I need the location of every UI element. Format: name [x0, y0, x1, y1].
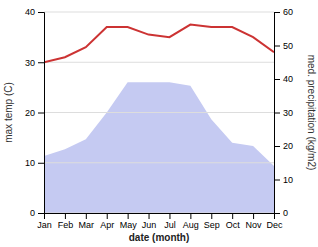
- tick-mark: [274, 79, 280, 80]
- x-axis-title: date (month): [129, 232, 190, 243]
- tick: 20: [25, 108, 44, 118]
- tick: Jun: [142, 213, 157, 230]
- tick: May: [120, 213, 138, 230]
- tick: 30: [274, 108, 293, 118]
- area: [44, 82, 274, 213]
- tick: 10: [25, 158, 44, 168]
- grid: [44, 12, 274, 213]
- tick-mark: [107, 213, 108, 219]
- tick-mark: [274, 12, 280, 13]
- tick: 0: [30, 208, 44, 218]
- axis-line: [38, 13, 45, 214]
- tick-label: Apr: [100, 220, 114, 230]
- tick: 30: [25, 58, 44, 68]
- tick-label: Jun: [142, 220, 157, 230]
- plot: JanFebMarAprMayJunJulAugSepOctNovDec0102…: [25, 7, 293, 230]
- tick: Nov: [246, 213, 263, 230]
- tick-mark: [253, 213, 254, 219]
- tick-mark: [190, 213, 191, 219]
- line: [44, 25, 274, 63]
- tick-mark: [38, 62, 44, 63]
- tick: Jan: [37, 213, 52, 230]
- tick-label: 10: [283, 175, 293, 185]
- tick-mark: [274, 113, 280, 114]
- tick-label: Nov: [246, 220, 263, 230]
- tick: Dec: [266, 213, 283, 230]
- tick: Jul: [164, 213, 176, 230]
- tick-label: May: [120, 220, 138, 230]
- tick: 50: [274, 41, 293, 51]
- grid-line: [44, 62, 274, 63]
- tick-label: 60: [283, 7, 293, 17]
- tick: 40: [25, 7, 44, 17]
- y-axis: 0 10 20 30 40: [25, 7, 45, 218]
- tick-label: Dec: [266, 220, 283, 230]
- tick-label: 10: [25, 158, 35, 168]
- tick-mark: [149, 213, 150, 219]
- tick: Mar: [79, 213, 95, 230]
- tick-mark: [38, 163, 44, 164]
- tick-mark: [38, 113, 44, 114]
- tick-label: Feb: [58, 220, 74, 230]
- tick-label: Sep: [204, 220, 220, 230]
- tick-label: Mar: [79, 220, 95, 230]
- tick-label: Jul: [164, 220, 176, 230]
- tick-mark: [274, 146, 280, 147]
- axis-line: [45, 214, 275, 220]
- grid-line: [44, 12, 274, 13]
- axis-line: [275, 13, 281, 214]
- tick-label: 0: [30, 208, 35, 218]
- x-axis: Jan Feb Mar Apr May Jun Jul Aug Sep Oct NovDec: [37, 213, 283, 230]
- chart: JanFebMarAprMayJunJulAugSepOctNovDec0102…: [0, 0, 318, 247]
- tick: 60: [274, 7, 293, 17]
- tick-label: 30: [25, 58, 35, 68]
- tick: 40: [274, 74, 293, 84]
- tick: 0: [274, 208, 288, 218]
- grid-line: [44, 162, 274, 163]
- y-axis-title: max temp (C): [3, 82, 14, 143]
- y2-axis: 0 10 20 30 40 50 60: [274, 7, 293, 218]
- tick-mark: [38, 213, 44, 214]
- tick: 10: [274, 175, 293, 185]
- tick-mark: [274, 180, 280, 181]
- tick: Sep: [204, 213, 220, 230]
- tick-mark: [274, 46, 280, 47]
- tick-label: 50: [283, 41, 293, 51]
- grid-line: [44, 112, 274, 113]
- tick-label: 40: [283, 74, 293, 84]
- tick-mark: [65, 213, 66, 219]
- tick-label: 40: [25, 7, 35, 17]
- tick-mark: [128, 213, 129, 219]
- line-layer: [44, 25, 274, 63]
- tick: 20: [274, 141, 293, 151]
- tick: Aug: [183, 213, 199, 230]
- tick: Feb: [58, 213, 74, 230]
- area-layer: [44, 82, 274, 213]
- tick-label: Jan: [37, 220, 52, 230]
- tick-label: 0: [283, 208, 288, 218]
- tick-label: Oct: [226, 220, 241, 230]
- tick-mark: [274, 213, 280, 214]
- tick-mark: [232, 213, 233, 219]
- tick-label: 30: [283, 108, 293, 118]
- tick: Apr: [100, 213, 114, 230]
- tick-mark: [38, 12, 44, 13]
- tick-label: 20: [25, 108, 35, 118]
- tick-mark: [211, 213, 212, 219]
- tick-label: 20: [283, 141, 293, 151]
- tick: Oct: [226, 213, 241, 230]
- tick-mark: [86, 213, 87, 219]
- tick-mark: [169, 213, 170, 219]
- tick-label: Aug: [183, 220, 199, 230]
- y2-axis-title: med. precipitation (kg/m2): [306, 55, 317, 171]
